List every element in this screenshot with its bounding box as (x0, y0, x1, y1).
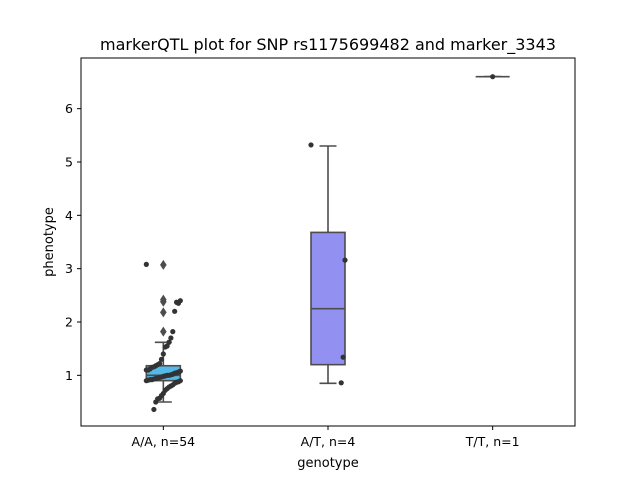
x-axis-label: genotype (297, 456, 358, 471)
y-tick-label: 2 (65, 315, 73, 330)
data-point-a-a-n-54-0 (143, 261, 149, 267)
data-point-a-a-n-54-6 (168, 335, 174, 341)
y-tick-label: 4 (65, 208, 73, 223)
data-point-t-t-n-1-0 (490, 74, 496, 80)
axes: A/A, n=54 A/T, n=4 T/T, n=1 1 2 3 4 5 6 (65, 101, 520, 449)
outlier-a-a-n-54-3 (160, 326, 167, 337)
data-point-a-a-n-54-10 (160, 351, 166, 357)
box-a-t-n-4 (310, 231, 346, 366)
y-tick-label: 6 (65, 101, 73, 116)
outlier-a-a-n-54-0 (160, 307, 167, 318)
y-axis-label: phenotype (42, 207, 57, 277)
x-tick-label: T/T, n=1 (465, 434, 520, 449)
plot-area (143, 74, 510, 413)
data-point-a-a-n-54-53 (151, 406, 157, 413)
chart-title: markerQTL plot for SNP rs1175699482 and … (100, 35, 556, 55)
data-point-a-a-n-54-9 (162, 344, 168, 350)
data-point-a-t-n-4-1 (342, 257, 348, 263)
outlier-a-a-n-54-2 (160, 294, 167, 305)
data-point-a-a-n-54-4 (172, 308, 178, 314)
data-point-a-t-n-4-0 (308, 142, 314, 148)
data-point-a-t-n-4-2 (340, 354, 346, 360)
data-point-a-a-n-54-38 (143, 378, 149, 384)
y-tick-label: 1 (65, 368, 73, 383)
outlier-a-a-n-54-4 (160, 259, 167, 270)
y-tick-label: 5 (65, 155, 73, 170)
data-point-a-a-n-54-11 (158, 356, 165, 362)
data-point-a-a-n-54-3 (173, 299, 180, 305)
y-tick-label: 3 (65, 261, 73, 276)
data-point-a-a-n-54-19 (143, 367, 149, 373)
data-point-a-a-n-54-5 (170, 329, 176, 335)
data-point-a-a-n-54-52 (153, 399, 159, 405)
x-tick-label: A/T, n=4 (301, 434, 356, 449)
x-tick-label: A/A, n=54 (132, 434, 196, 449)
data-point-a-t-n-4-3 (338, 380, 344, 386)
